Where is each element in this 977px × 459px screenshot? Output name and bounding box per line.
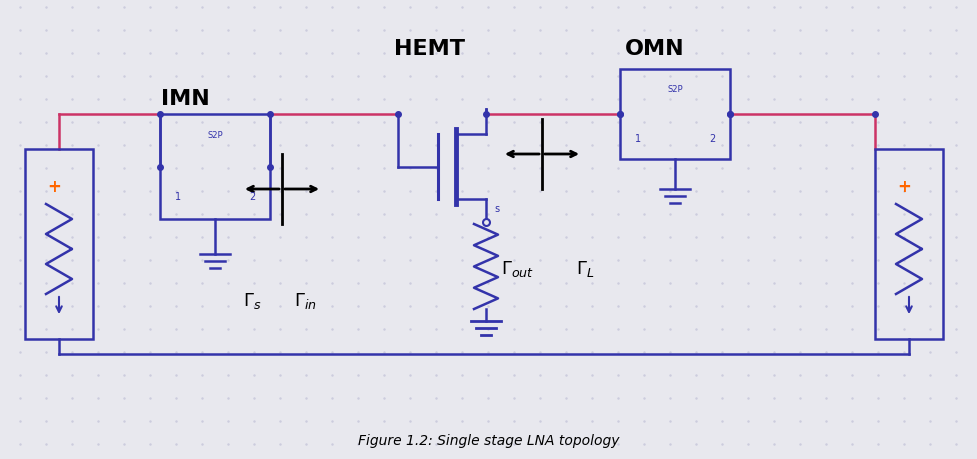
Text: 2: 2 xyxy=(248,192,255,202)
Text: $\Gamma_{in}$: $\Gamma_{in}$ xyxy=(293,291,317,311)
Text: S2P: S2P xyxy=(207,131,223,140)
Text: Figure 1.2: Single stage LNA topology: Figure 1.2: Single stage LNA topology xyxy=(358,434,619,448)
Text: HEMT: HEMT xyxy=(394,39,465,59)
Text: $\Gamma_L$: $\Gamma_L$ xyxy=(575,259,594,279)
Text: S2P: S2P xyxy=(666,84,682,94)
Text: OMN: OMN xyxy=(624,39,684,59)
Text: IMN: IMN xyxy=(160,89,209,109)
Text: +: + xyxy=(896,178,910,196)
Text: 1: 1 xyxy=(175,192,181,202)
Text: +: + xyxy=(47,178,61,196)
Text: $\Gamma_s$: $\Gamma_s$ xyxy=(242,291,261,311)
Text: 1: 1 xyxy=(634,134,640,144)
Text: $\Gamma_{out}$: $\Gamma_{out}$ xyxy=(501,259,534,279)
Text: s: s xyxy=(493,204,498,214)
Text: 2: 2 xyxy=(708,134,714,144)
